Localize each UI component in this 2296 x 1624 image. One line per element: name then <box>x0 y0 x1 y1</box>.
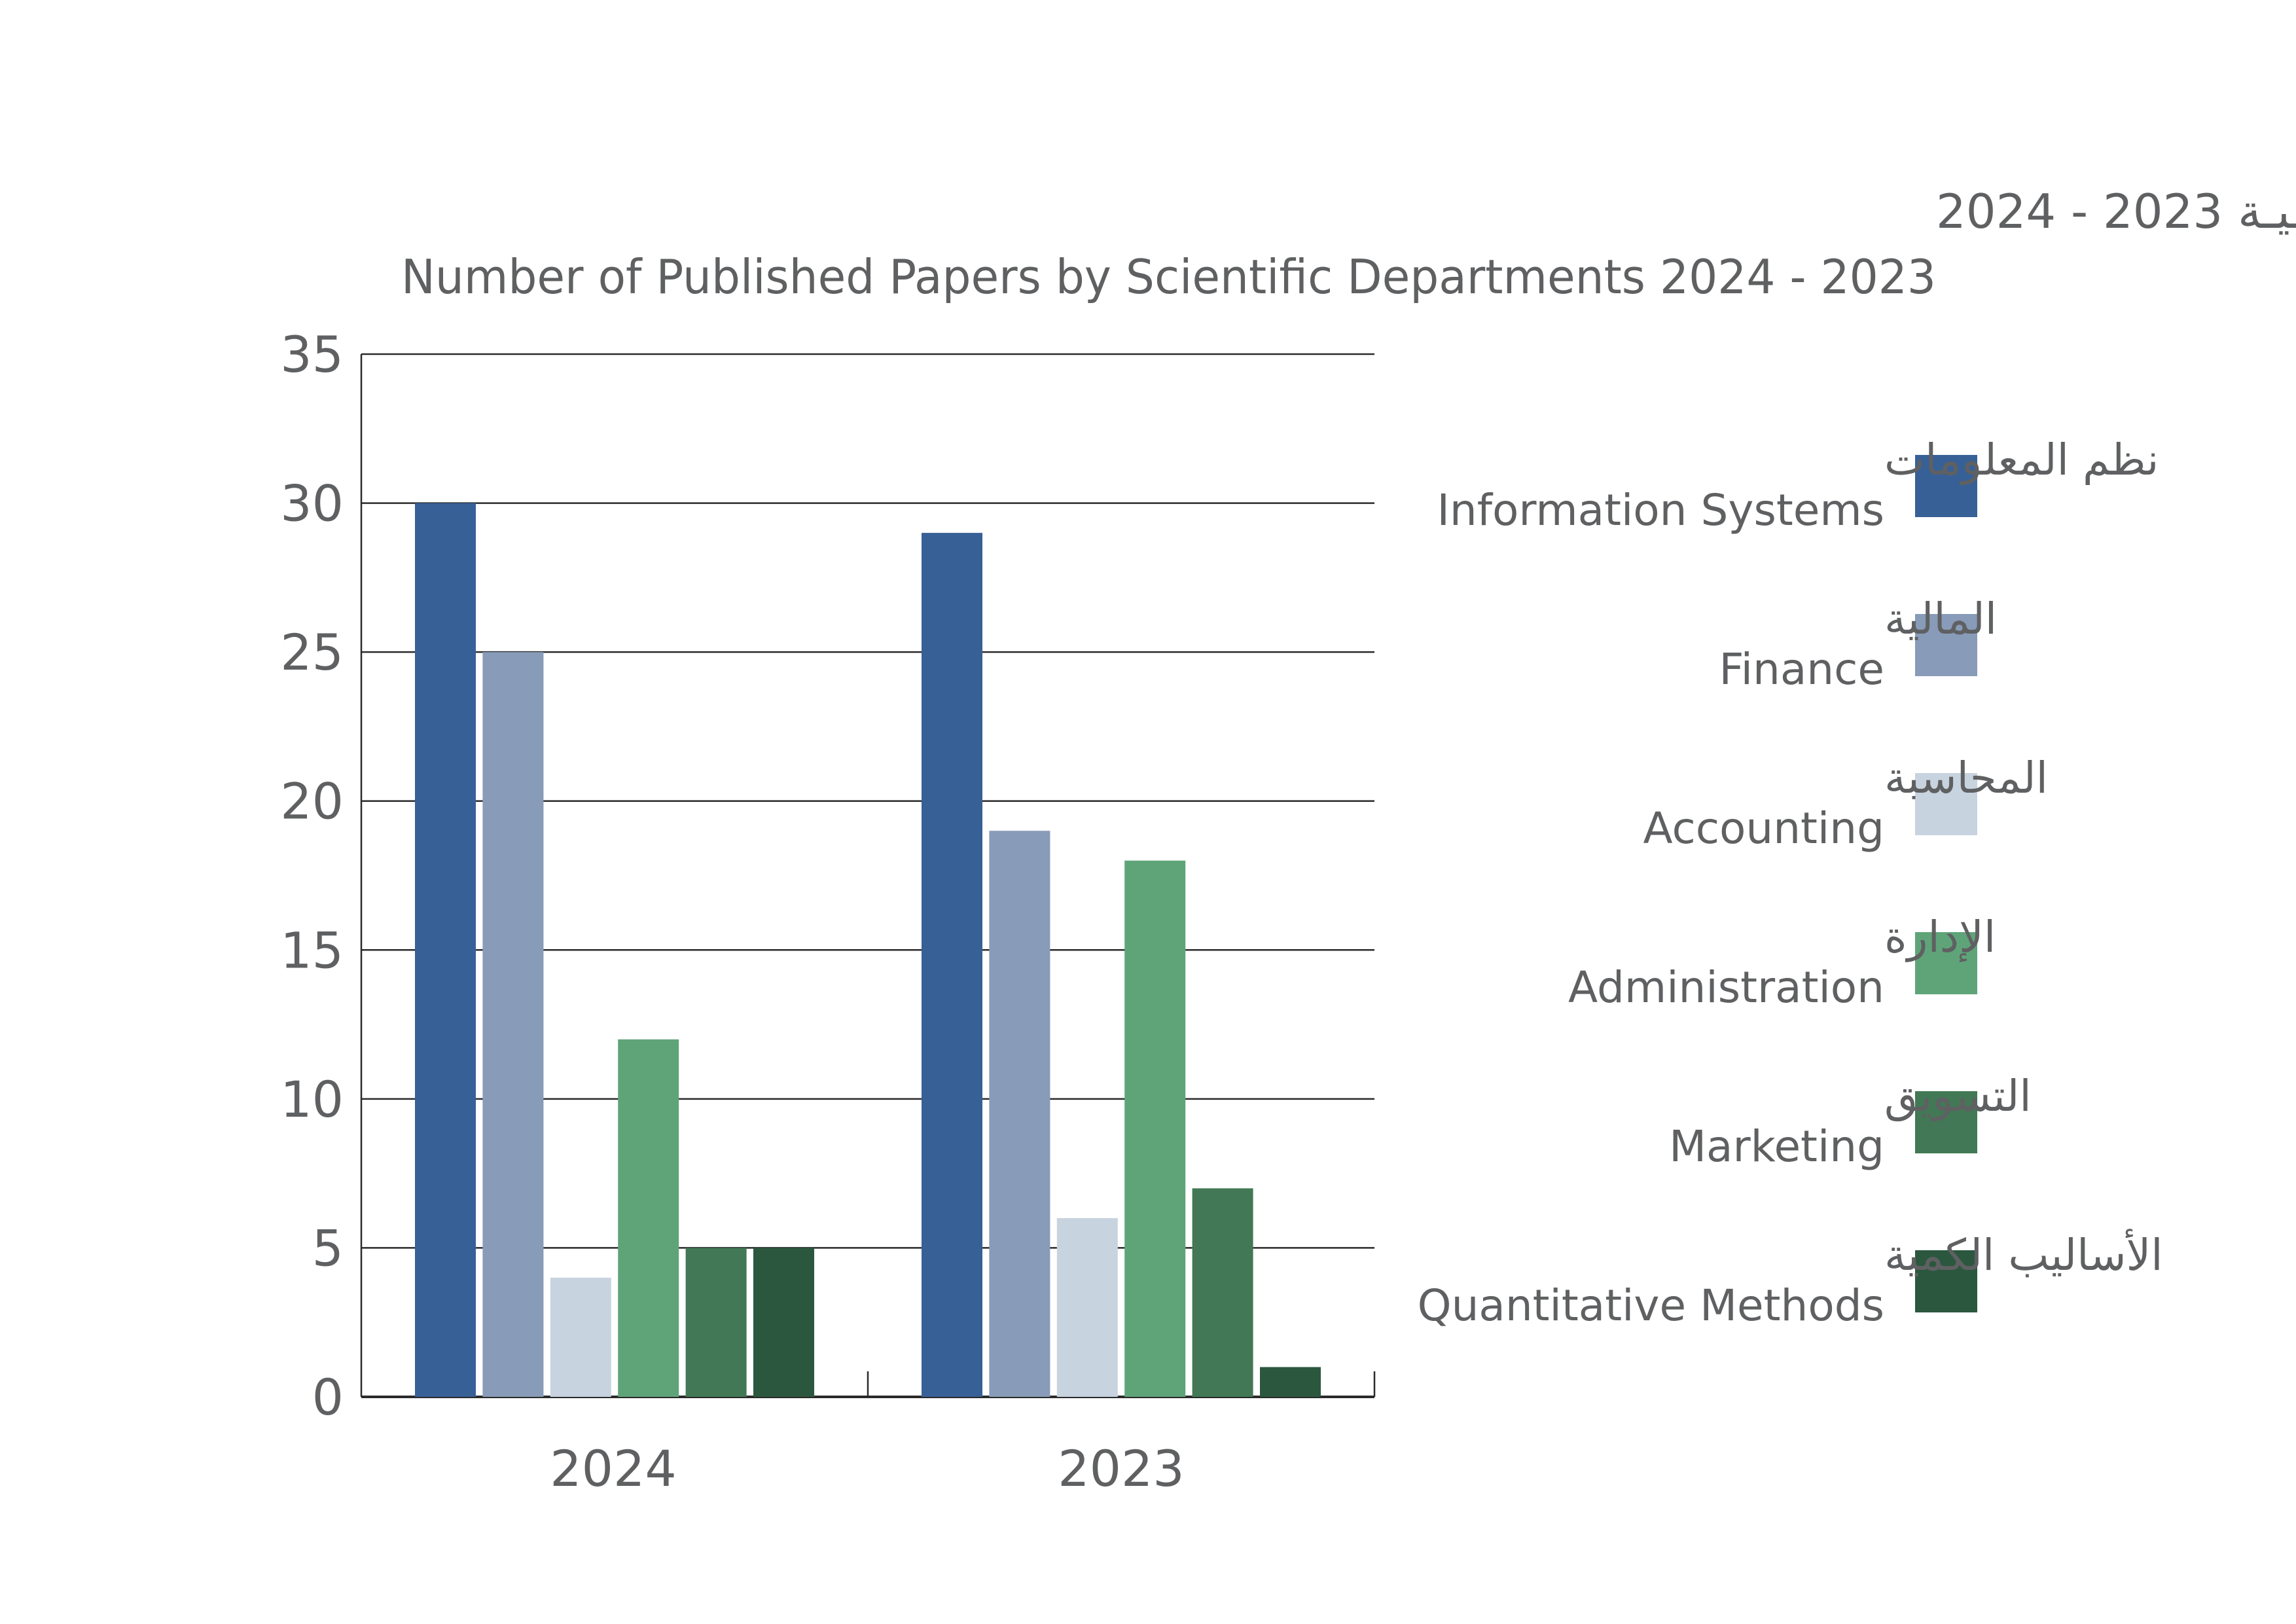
y-tick-label: 0 <box>312 1368 344 1426</box>
bar-quantitative-methods-2024 <box>753 1248 814 1397</box>
y-tick-label: 35 <box>280 325 344 384</box>
bar-administration-2023 <box>1124 860 1186 1397</box>
x-tick-label: 2024 <box>550 1439 676 1498</box>
chart-title-arabic: عـــدد الأبـحــاث الـــمـنشـــورة حـــسـ… <box>1936 183 2296 240</box>
x-tick-label: 2023 <box>1058 1439 1184 1498</box>
y-tick-label: 10 <box>280 1070 344 1128</box>
bar-finance-2023 <box>989 831 1050 1397</box>
chart-title: Number of Published Papers by Scientific… <box>401 249 1936 304</box>
y-tick-label: 15 <box>280 921 344 979</box>
legend-label: Finance <box>1719 644 1885 695</box>
legend-label-arabic: المالية <box>1884 594 1997 644</box>
legend-label-arabic: الإدارة <box>1884 912 1996 962</box>
legend-label: Quantitative Methods <box>1418 1280 1884 1331</box>
y-tick-label: 20 <box>280 772 344 831</box>
bar-marketing-2023 <box>1192 1188 1253 1397</box>
y-tick-label: 30 <box>280 475 344 533</box>
legend-label-arabic: المحاسبة <box>1884 753 2048 803</box>
legend-label-arabic: التسويق <box>1884 1071 2032 1122</box>
legend-swatch <box>1915 773 1977 835</box>
y-tick-label: 25 <box>280 623 344 681</box>
bar-accounting-2023 <box>1056 1218 1118 1397</box>
bar-marketing-2024 <box>685 1248 747 1397</box>
legend-swatch <box>1915 1091 1977 1153</box>
legend-label: Information Systems <box>1437 485 1884 535</box>
legend-label-arabic: الأساليب الكمية <box>1884 1228 2163 1280</box>
legend-label: Accounting <box>1643 803 1884 854</box>
legend-label: Marketing <box>1669 1121 1884 1172</box>
legend-swatch <box>1915 932 1977 994</box>
legend-label-arabic: نظم المعلومات <box>1884 435 2159 485</box>
bar-accounting-2024 <box>550 1277 611 1397</box>
bar-quantitative-methods-2023 <box>1260 1367 1321 1397</box>
bar-information-systems-2023 <box>922 533 982 1397</box>
bar-information-systems-2024 <box>415 503 476 1397</box>
bar-finance-2024 <box>482 652 544 1398</box>
legend-swatch <box>1915 455 1977 517</box>
legend-label: Administration <box>1568 962 1884 1013</box>
y-tick-label: 5 <box>312 1219 344 1277</box>
legend-swatch <box>1915 1250 1977 1312</box>
bar-administration-2024 <box>618 1039 679 1397</box>
legend-swatch <box>1915 614 1977 676</box>
